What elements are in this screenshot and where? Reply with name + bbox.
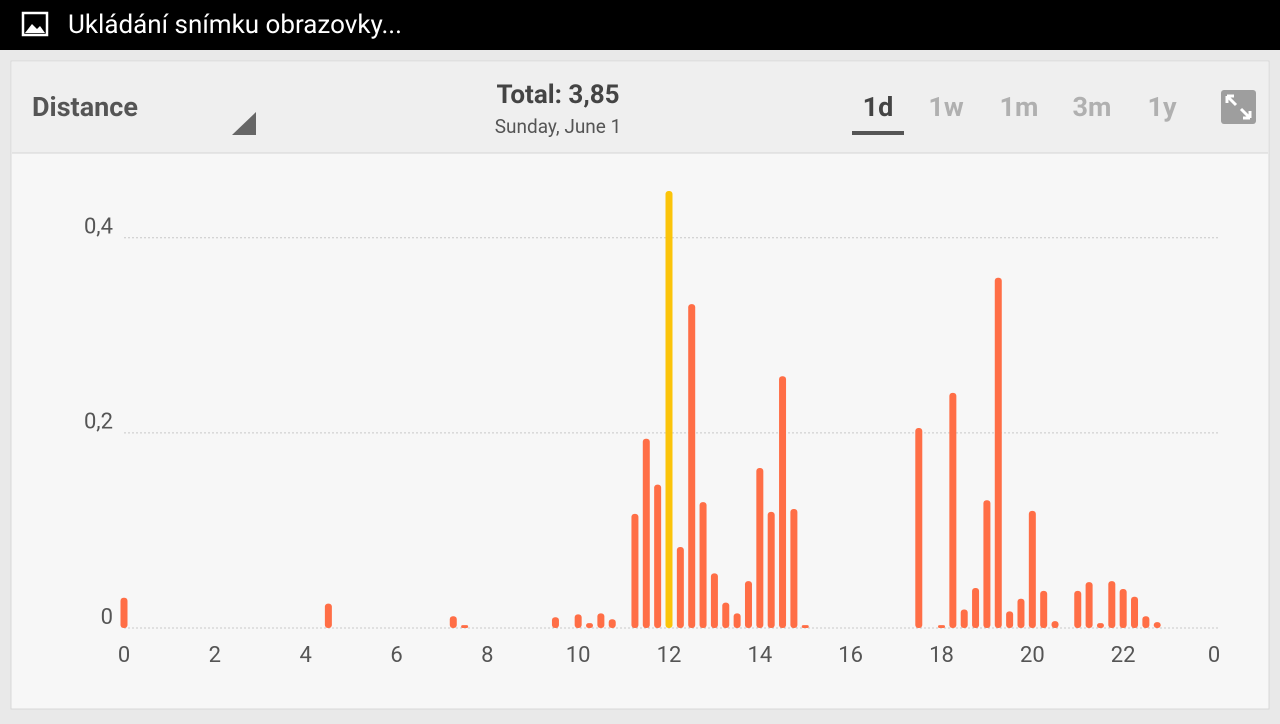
bar[interactable] bbox=[790, 508, 798, 628]
bar[interactable] bbox=[1153, 622, 1161, 628]
bar[interactable] bbox=[586, 623, 594, 628]
bar[interactable] bbox=[960, 609, 968, 628]
x-tick-label: 4 bbox=[299, 643, 311, 668]
x-tick-label: 14 bbox=[747, 643, 772, 668]
bar[interactable] bbox=[949, 392, 957, 628]
bar[interactable] bbox=[1006, 611, 1014, 628]
bar[interactable] bbox=[1051, 621, 1059, 628]
bar[interactable] bbox=[756, 468, 764, 628]
bar[interactable] bbox=[744, 581, 752, 628]
total: Total: 3,85 bbox=[496, 80, 619, 110]
bar[interactable] bbox=[1074, 590, 1082, 628]
range-tab[interactable]: 3m bbox=[1073, 91, 1112, 123]
x-tick-label: 0 bbox=[118, 643, 130, 668]
x-tick-label: 6 bbox=[390, 643, 402, 668]
bar[interactable] bbox=[994, 277, 1002, 628]
bar[interactable] bbox=[631, 513, 639, 628]
bar[interactable] bbox=[801, 625, 809, 628]
bar[interactable] bbox=[654, 484, 662, 628]
range-tab[interactable]: 1y bbox=[1147, 91, 1176, 123]
bar[interactable] bbox=[1131, 596, 1139, 628]
x-tick-label: 16 bbox=[838, 643, 863, 668]
bar[interactable] bbox=[574, 614, 582, 628]
bar[interactable] bbox=[1085, 582, 1093, 628]
bar[interactable] bbox=[461, 625, 469, 628]
bar[interactable] bbox=[688, 304, 696, 628]
y-tick-label: 0 bbox=[101, 605, 113, 630]
x-tick-label: 8 bbox=[481, 643, 493, 668]
bar[interactable] bbox=[642, 438, 650, 628]
bar[interactable] bbox=[608, 619, 616, 628]
card-header bbox=[12, 62, 1268, 153]
bar[interactable] bbox=[983, 500, 991, 628]
y-tick-label: 0,2 bbox=[84, 410, 113, 435]
bar[interactable] bbox=[324, 603, 332, 628]
bar[interactable] bbox=[699, 502, 707, 628]
bar[interactable] bbox=[767, 511, 775, 628]
status-text: Ukládání snímku obrazovky... bbox=[68, 10, 402, 40]
bar[interactable] bbox=[551, 617, 559, 628]
bar[interactable] bbox=[972, 588, 980, 628]
bar[interactable] bbox=[665, 190, 673, 628]
bar[interactable] bbox=[915, 428, 923, 628]
x-tick-label: 18 bbox=[929, 643, 954, 668]
metric-selector[interactable]: Distance bbox=[32, 91, 138, 123]
y-tick-label: 0,4 bbox=[84, 215, 113, 240]
range-tab[interactable]: 1w bbox=[928, 91, 963, 123]
bar[interactable] bbox=[120, 597, 128, 628]
status-bar bbox=[0, 0, 1280, 50]
card bbox=[10, 60, 1270, 710]
bar[interactable] bbox=[722, 602, 730, 628]
bar[interactable] bbox=[597, 613, 605, 628]
range-tab[interactable]: 1d bbox=[863, 91, 894, 123]
x-tick-label: 10 bbox=[566, 643, 591, 668]
bar[interactable] bbox=[779, 376, 787, 628]
date: Sunday, June 1 bbox=[495, 115, 622, 138]
dropdown-triangle[interactable] bbox=[232, 112, 256, 135]
bar[interactable] bbox=[710, 573, 718, 628]
bar[interactable] bbox=[733, 613, 741, 628]
x-tick-label: 0 bbox=[1208, 643, 1220, 668]
tab-underline bbox=[852, 131, 904, 135]
bar[interactable] bbox=[1017, 598, 1025, 628]
bar[interactable] bbox=[1142, 616, 1150, 628]
bar[interactable] bbox=[449, 616, 457, 628]
x-tick-label: 20 bbox=[1020, 643, 1045, 668]
bar[interactable] bbox=[1028, 510, 1036, 628]
expand-button[interactable] bbox=[1221, 90, 1256, 124]
bar[interactable] bbox=[1040, 590, 1048, 628]
x-tick-label: 22 bbox=[1111, 643, 1136, 668]
screenshot-icon bbox=[21, 11, 49, 37]
bar[interactable] bbox=[676, 547, 684, 628]
x-tick-label: 2 bbox=[209, 643, 221, 668]
x-tick-label: 12 bbox=[657, 643, 682, 668]
range-tab[interactable]: 1m bbox=[1000, 91, 1039, 123]
bar[interactable] bbox=[1119, 588, 1127, 628]
bar[interactable] bbox=[1096, 623, 1104, 628]
bar[interactable] bbox=[938, 625, 945, 628]
bar[interactable] bbox=[1108, 581, 1116, 628]
